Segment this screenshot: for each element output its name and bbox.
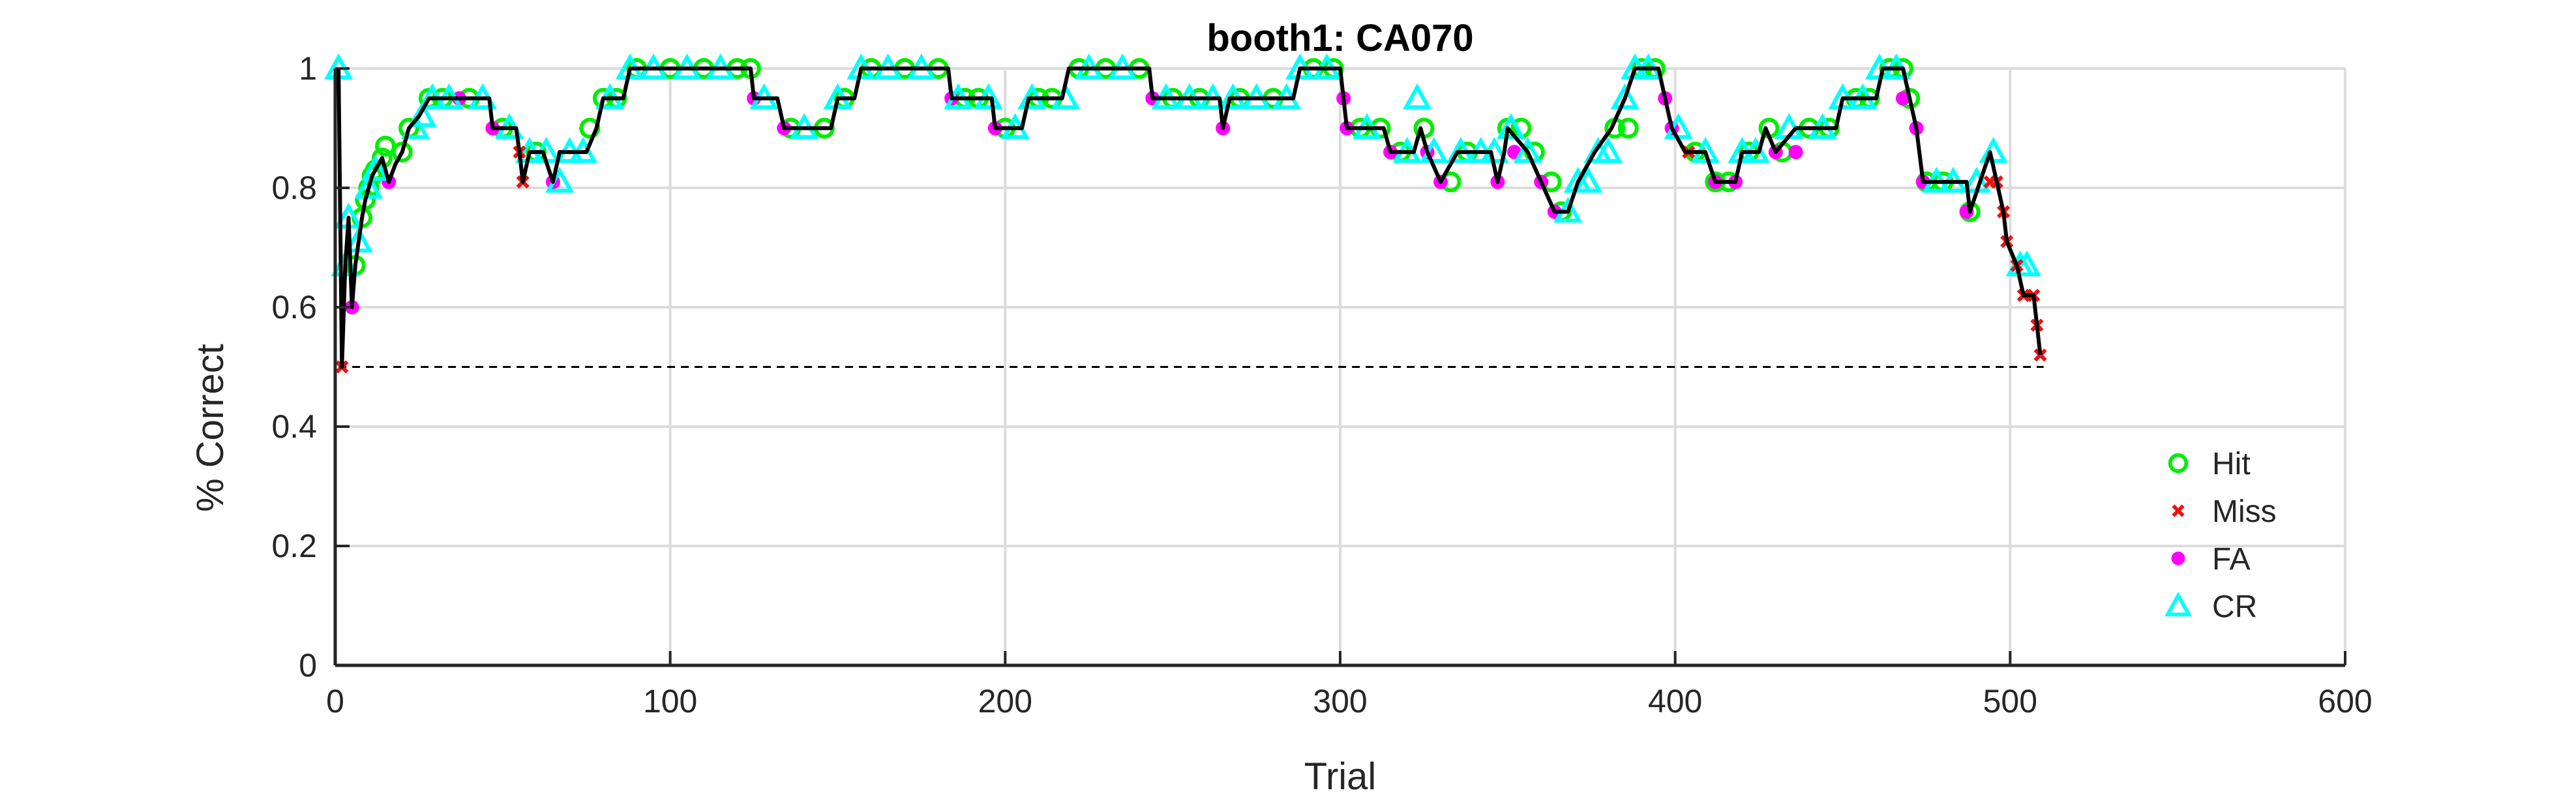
cr-marker (1610, 83, 1640, 110)
x-tick-label: 200 (978, 683, 1032, 720)
legend-label-hit: Hit (2212, 447, 2251, 481)
y-tick-label: 0.4 (271, 408, 317, 445)
legend-label-miss: Miss (2212, 494, 2277, 529)
performance-curve (337, 67, 2043, 369)
hit-marker (1617, 117, 1639, 139)
cr-marker (1574, 166, 1603, 193)
hit-marker (2168, 453, 2189, 474)
cr-marker (1403, 83, 1432, 110)
x-tick-label: 300 (1313, 683, 1367, 720)
cr-marker (2012, 250, 2042, 277)
x-axis-label: Trial (1304, 755, 1377, 798)
chart-title: booth1: CA070 (1206, 17, 1473, 59)
fa-marker (1895, 91, 1910, 106)
y-tick-label: 0.8 (271, 170, 317, 206)
cr-marker (361, 155, 390, 181)
y-tick-label: 0.2 (271, 528, 317, 564)
y-tick-label: 0 (299, 647, 317, 684)
y-tick-label: 0.6 (271, 289, 317, 326)
hit-marker (371, 147, 393, 169)
x-tick-label: 0 (326, 683, 344, 720)
fa-marker (2171, 551, 2185, 566)
x-tick-label: 600 (2318, 683, 2372, 720)
x-tick-label: 100 (643, 683, 697, 720)
tick-labels: 0 100 200 300 400 500 600 0 0.2 0.4 0.6 0.8 1 (271, 50, 2372, 720)
x-tick-label: 400 (1648, 683, 1702, 720)
legend: Hit Miss FA CR (2164, 447, 2277, 624)
legend-label-cr: CR (2212, 590, 2257, 624)
cr-marker (1513, 136, 1542, 163)
x-tick-label: 500 (1983, 683, 2037, 720)
axes-box (333, 67, 2346, 667)
cr-marker (1593, 136, 1623, 163)
hit-marker (391, 142, 413, 163)
cr-marker (1496, 113, 1526, 140)
cr-marker (354, 172, 383, 199)
y-axis-label: % Correct (189, 344, 232, 512)
y-tick-label: 1 (299, 50, 317, 87)
miss-marker (2172, 504, 2185, 517)
legend-label-fa: FA (2212, 542, 2251, 577)
cr-marker (2164, 591, 2192, 616)
fa-marker (1788, 145, 1803, 160)
cr-marker (408, 101, 437, 127)
